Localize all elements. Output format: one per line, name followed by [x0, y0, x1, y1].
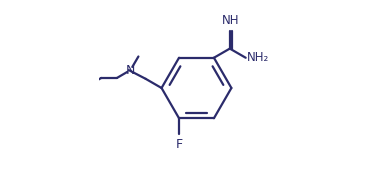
- Text: N: N: [126, 64, 135, 77]
- Text: F: F: [176, 138, 183, 151]
- Text: NH: NH: [222, 14, 240, 27]
- Text: NH₂: NH₂: [247, 51, 269, 64]
